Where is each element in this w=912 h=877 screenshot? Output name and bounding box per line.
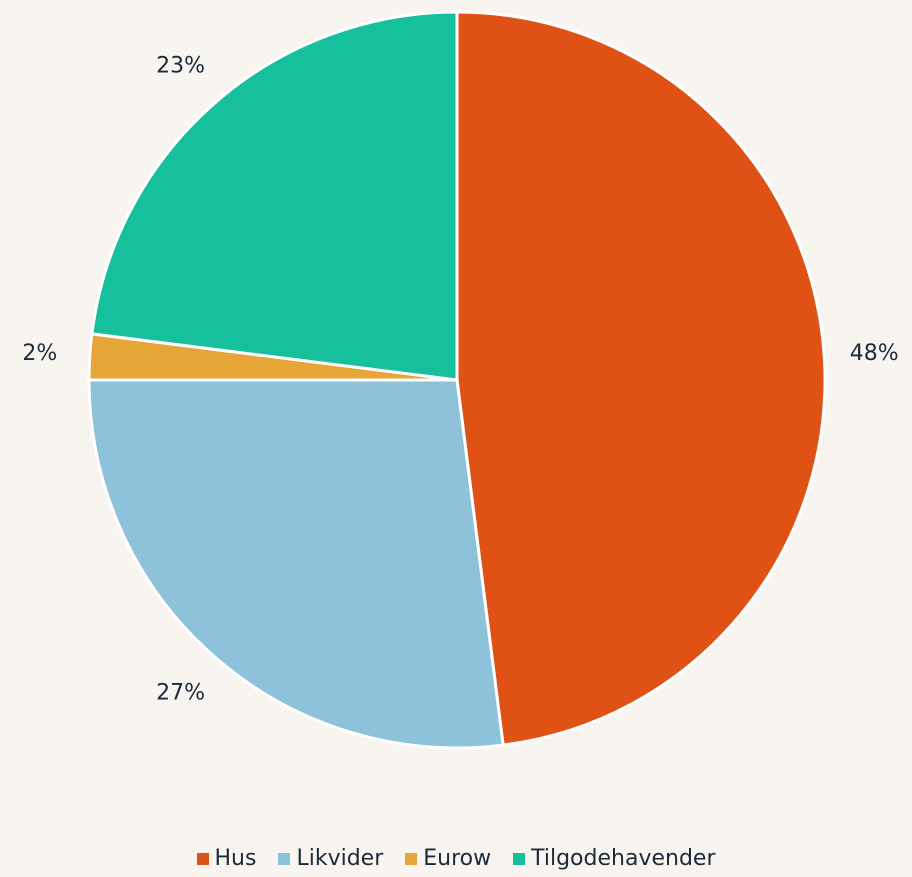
legend-swatch xyxy=(196,852,209,865)
legend-label: Hus xyxy=(214,846,257,871)
legend-item: Likvider xyxy=(278,846,383,871)
legend-swatch xyxy=(278,852,291,865)
legend-item: Tilgodehavender xyxy=(513,846,716,871)
legend-label: Likvider xyxy=(296,846,384,871)
legend-label: Tilgodehavender xyxy=(531,846,716,871)
legend: Hus Likvider Eurow Tilgodehavender xyxy=(0,846,912,871)
data-label: 27% xyxy=(156,681,205,706)
legend-swatch xyxy=(513,852,526,865)
chart: 48% 27% 2% 23% xyxy=(22,10,899,750)
data-label: 48% xyxy=(850,341,899,366)
legend-swatch xyxy=(405,852,418,865)
data-label: 23% xyxy=(156,53,205,78)
pie-slice xyxy=(455,10,827,747)
pie-slice xyxy=(87,378,505,750)
legend-item: Hus xyxy=(196,846,257,871)
pie-slice xyxy=(90,10,459,382)
legend-item: Eurow xyxy=(405,846,491,871)
legend-label: Eurow xyxy=(423,846,492,871)
data-label: 2% xyxy=(22,341,57,366)
